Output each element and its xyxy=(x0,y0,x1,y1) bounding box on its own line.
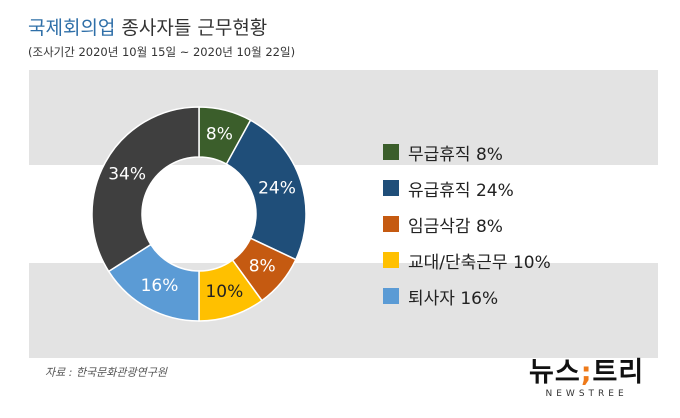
legend-swatch xyxy=(383,288,399,304)
legend-swatch xyxy=(383,216,399,232)
logo-subtext: NEWSTREE xyxy=(545,389,628,399)
legend-item-unpaid-leave: 무급휴직 8% xyxy=(383,134,551,170)
slice-value-label: 8% xyxy=(249,256,276,276)
legend-label: 퇴사자 16% xyxy=(408,288,499,309)
source-note: 자료 : 한국문화관광연구원 xyxy=(45,366,168,379)
legend-swatch xyxy=(383,144,399,160)
logo-mark: ; xyxy=(580,357,593,388)
chart-legend: 무급휴직 8% 유급휴직 24% 임금삭감 8% 교대/단축근무 10% 퇴사자… xyxy=(383,134,551,314)
legend-label: 교대/단축근무 10% xyxy=(408,252,551,273)
legend-label: 임금삭감 8% xyxy=(408,216,503,237)
legend-item-shift-reduced-work: 교대/단축근무 10% xyxy=(383,242,551,278)
legend-item-resigned: 퇴사자 16% xyxy=(383,278,551,314)
chart-title-rest: 종사자들 근무현황 xyxy=(121,17,268,39)
legend-swatch xyxy=(383,252,399,268)
publisher-logo: 뉴스;트리 NEWSTREE xyxy=(529,358,644,400)
slice-paid-leave xyxy=(225,119,307,261)
slice-value-label: 10% xyxy=(205,282,243,302)
slice-other xyxy=(91,106,200,273)
logo-left: 뉴스 xyxy=(529,357,581,388)
chart-title-accent: 국제회의업 xyxy=(28,17,116,39)
chart-title: 국제회의업 종사자들 근무현황 xyxy=(28,16,295,40)
slice-value-label: 24% xyxy=(258,179,296,199)
logo-wordmark: 뉴스;트리 xyxy=(529,358,644,388)
chart-subtitle: (조사기간 2020년 10월 15일 ~ 2020년 10월 22일) xyxy=(28,45,296,59)
logo-right: 트리 xyxy=(592,357,645,388)
slice-value-label: 16% xyxy=(141,276,179,296)
slice-value-label: 34% xyxy=(108,164,146,184)
legend-item-wage-cut: 임금삭감 8% xyxy=(383,206,551,242)
header: 국제회의업 종사자들 근무현황 (조사기간 2020년 10월 15일 ~ 202… xyxy=(28,16,295,60)
legend-label: 유급휴직 24% xyxy=(408,180,514,201)
slice-value-label: 8% xyxy=(206,125,233,145)
legend-label: 무급휴직 8% xyxy=(408,144,503,165)
legend-item-paid-leave: 유급휴직 24% xyxy=(383,170,551,206)
legend-swatch xyxy=(383,180,399,196)
